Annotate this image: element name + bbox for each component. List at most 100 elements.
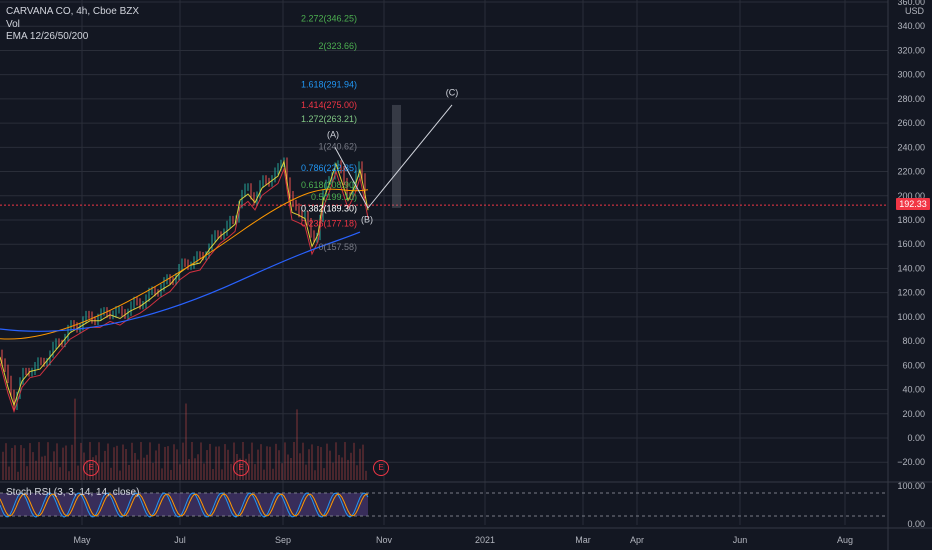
volume-bar: [155, 450, 157, 480]
time-axis-label: Jun: [733, 535, 748, 545]
price-axis-label: 80.00: [902, 336, 925, 346]
volume-bar: [29, 443, 31, 480]
volume-bar: [173, 444, 175, 480]
volume-bar: [320, 447, 322, 480]
price-axis-label: 100.00: [897, 312, 925, 322]
volume-bar: [44, 455, 46, 480]
volume-bar: [152, 462, 154, 480]
volume-bar: [329, 450, 331, 480]
volume-bar: [176, 449, 178, 480]
time-axis-label: Sep: [275, 535, 291, 545]
time-axis-label: 2021: [475, 535, 495, 545]
volume-bar: [344, 442, 346, 480]
ema-12-line: [0, 159, 369, 407]
volume-bar: [269, 446, 271, 480]
volume-bar: [350, 452, 352, 480]
volume-bar: [194, 458, 196, 480]
volume-bar: [341, 457, 343, 480]
volume-bar: [74, 398, 76, 480]
earnings-marker-1[interactable]: E: [83, 460, 99, 476]
volume-bar: [248, 453, 250, 480]
volume-bar: [125, 448, 127, 480]
fib-level-label: 0.618(208.90): [301, 180, 357, 190]
volume-bar: [122, 444, 124, 480]
stoch-axis-label: 0.00: [907, 519, 925, 529]
ema-200-line: [0, 231, 361, 332]
volume-bar: [164, 446, 166, 480]
volume-bar: [200, 442, 202, 480]
price-axis-label: 240.00: [897, 142, 925, 152]
volume-bar: [134, 453, 136, 480]
stoch-axis-label: 100.00: [897, 481, 925, 491]
volume-bar: [68, 471, 70, 480]
fib-level-label: 2(323.66): [318, 41, 357, 51]
volume-bar: [227, 449, 229, 480]
volume-bar: [140, 442, 142, 480]
symbol-legend[interactable]: CARVANA CO, 4h, Cboe BZX: [6, 6, 140, 17]
volume-bar: [335, 442, 337, 480]
volume-bar: [53, 451, 55, 480]
wave-label: (B): [361, 214, 373, 224]
price-axis-label: 140.00: [897, 263, 925, 273]
volume-bar: [203, 463, 205, 480]
volume-bar: [149, 442, 151, 480]
volume-bar: [131, 442, 133, 480]
price-axis-label: 40.00: [902, 385, 925, 395]
volume-bar: [56, 443, 58, 480]
volume-bar: [359, 448, 361, 480]
stoch-d-line: [0, 493, 369, 517]
price-axis-label: 360.00: [897, 0, 925, 7]
price-axis-label: 340.00: [897, 21, 925, 31]
volume-bar: [116, 445, 118, 480]
volume-bar: [281, 463, 283, 480]
volume-bar: [146, 454, 148, 480]
volume-bar: [266, 446, 268, 480]
volume-bar: [137, 459, 139, 480]
volume-bar: [2, 451, 4, 480]
volume-bar: [98, 442, 100, 480]
fib-level-label: 1.414(275.00): [301, 100, 357, 110]
volume-bar: [188, 459, 190, 480]
ema-legend[interactable]: EMA 12/26/50/200: [6, 31, 89, 42]
volume-bar: [332, 462, 334, 480]
volume-bar: [128, 464, 130, 480]
fib-level-label: 0.786(222.85): [301, 163, 357, 173]
volume-bar: [263, 469, 265, 480]
volume-bar: [314, 470, 316, 480]
earnings-marker-3[interactable]: E: [373, 460, 389, 476]
wave-projection-line: [334, 104, 453, 209]
volume-bar: [38, 442, 40, 480]
volume-bar: [23, 448, 25, 480]
wave-label: (C): [446, 87, 459, 97]
stoch-rsi-legend[interactable]: Stoch RSI (3, 3, 14, 14, close): [6, 487, 140, 498]
volume-bar: [338, 454, 340, 480]
volume-bar: [251, 442, 253, 480]
volume-bar: [296, 409, 298, 480]
volume-bar: [299, 453, 301, 480]
volume-bar: [230, 463, 232, 480]
volume-legend[interactable]: Vol: [6, 19, 20, 30]
volume-bar: [101, 462, 103, 480]
time-axis-label: Mar: [575, 535, 591, 545]
volume-bar: [107, 443, 109, 480]
price-axis-label: 180.00: [897, 215, 925, 225]
stoch-k-line: [0, 492, 369, 518]
volume-bar: [62, 447, 64, 480]
volume-bar: [104, 450, 106, 480]
volume-bar: [278, 450, 280, 480]
volume-bar: [14, 445, 16, 480]
volume-bar: [158, 443, 160, 480]
earnings-marker-2[interactable]: E: [233, 460, 249, 476]
volume-bar: [8, 466, 10, 480]
volume-bar: [185, 403, 187, 480]
stoch-band: [0, 493, 368, 516]
volume-bar: [302, 442, 304, 480]
volume-bar: [218, 446, 220, 480]
volume-bar: [293, 442, 295, 480]
price-axis-label: 300.00: [897, 70, 925, 80]
volume-bar: [305, 464, 307, 480]
price-axis-label: 220.00: [897, 167, 925, 177]
volume-bar: [353, 442, 355, 480]
volume-bar: [35, 460, 37, 480]
